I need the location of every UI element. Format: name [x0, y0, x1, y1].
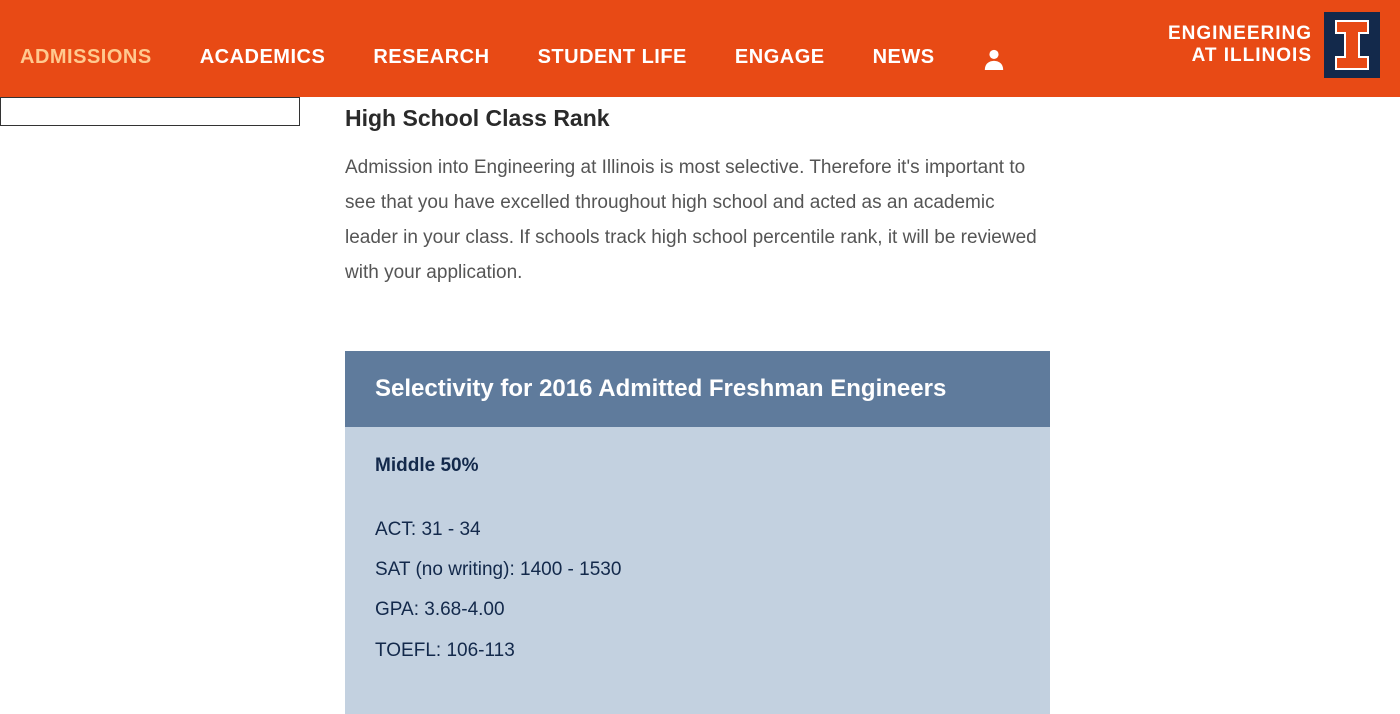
logo-block-i [1324, 12, 1380, 78]
stat-act: ACT: 31 - 34 [375, 513, 1020, 547]
user-icon[interactable] [983, 47, 1005, 71]
nav-admissions[interactable]: ADMISSIONS [20, 46, 152, 69]
nav-academics[interactable]: ACADEMICS [200, 46, 326, 69]
content-area: High School Class Rank Admission into En… [0, 97, 1400, 714]
main-content: High School Class Rank Admission into En… [345, 97, 1050, 714]
logo-line1: ENGINEERING [1168, 23, 1312, 45]
nav-links-container: ADMISSIONS ACADEMICS RESEARCH STUDENT LI… [20, 45, 1005, 71]
nav-student-life[interactable]: STUDENT LIFE [538, 46, 687, 69]
sidebar-placeholder [0, 97, 300, 126]
nav-news[interactable]: NEWS [873, 46, 935, 69]
nav-engage[interactable]: ENGAGE [735, 46, 825, 69]
card-header: Selectivity for 2016 Admitted Freshman E… [345, 351, 1050, 427]
card-body: Middle 50% ACT: 31 - 34 SAT (no writing)… [345, 427, 1050, 714]
selectivity-card: Selectivity for 2016 Admitted Freshman E… [345, 351, 1050, 714]
site-logo[interactable]: ENGINEERING AT ILLINOIS [1168, 12, 1380, 78]
stat-toefl: TOEFL: 106-113 [375, 634, 1020, 668]
nav-research[interactable]: RESEARCH [373, 46, 489, 69]
section-paragraph: Admission into Engineering at Illinois i… [345, 150, 1050, 291]
stat-sat: SAT (no writing): 1400 - 1530 [375, 553, 1020, 587]
logo-text: ENGINEERING AT ILLINOIS [1168, 23, 1312, 67]
stat-gpa: GPA: 3.68-4.00 [375, 593, 1020, 627]
card-subtitle: Middle 50% [375, 455, 1020, 477]
card-title: Selectivity for 2016 Admitted Freshman E… [375, 373, 1020, 405]
main-navbar: ADMISSIONS ACADEMICS RESEARCH STUDENT LI… [0, 0, 1400, 97]
logo-line2: AT ILLINOIS [1168, 45, 1312, 67]
section-heading: High School Class Rank [345, 105, 1050, 132]
